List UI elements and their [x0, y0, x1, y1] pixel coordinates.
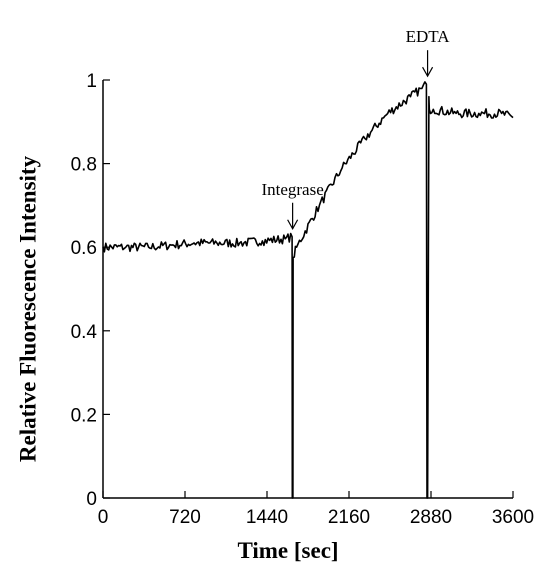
annotation-label: Integrase	[261, 180, 323, 199]
y-axis-title: Relative Fluorescence Intensity	[15, 155, 40, 462]
x-axis-title: Time [sec]	[237, 538, 338, 563]
annotation-label: EDTA	[406, 27, 451, 46]
series-line	[102, 81, 514, 499]
x-ticks: 0 720 1440 2160 2880 3600	[98, 491, 534, 528]
y-ticks: 0 0.2 0.4 0.6 0.8 1	[71, 71, 110, 510]
y-tick-label: 0.8	[71, 155, 97, 176]
x-tick-label: 1440	[246, 507, 288, 528]
y-tick-label: 0.6	[71, 238, 97, 259]
y-tick-label: 0.2	[71, 405, 97, 426]
x-tick-label: 720	[169, 507, 201, 528]
x-tick-label: 2880	[410, 507, 452, 528]
x-tick-label: 3600	[492, 507, 534, 528]
arrow-head-icon	[422, 66, 434, 78]
annotations: Integrase EDTA	[261, 27, 451, 230]
y-tick-label: 1	[86, 71, 97, 92]
y-tick-label: 0.4	[71, 322, 98, 343]
arrow-head-icon	[287, 219, 299, 230]
y-tick-label: 0	[86, 489, 97, 510]
axes	[102, 80, 513, 499]
x-tick-label: 2160	[328, 507, 370, 528]
x-tick-label: 0	[98, 507, 109, 528]
